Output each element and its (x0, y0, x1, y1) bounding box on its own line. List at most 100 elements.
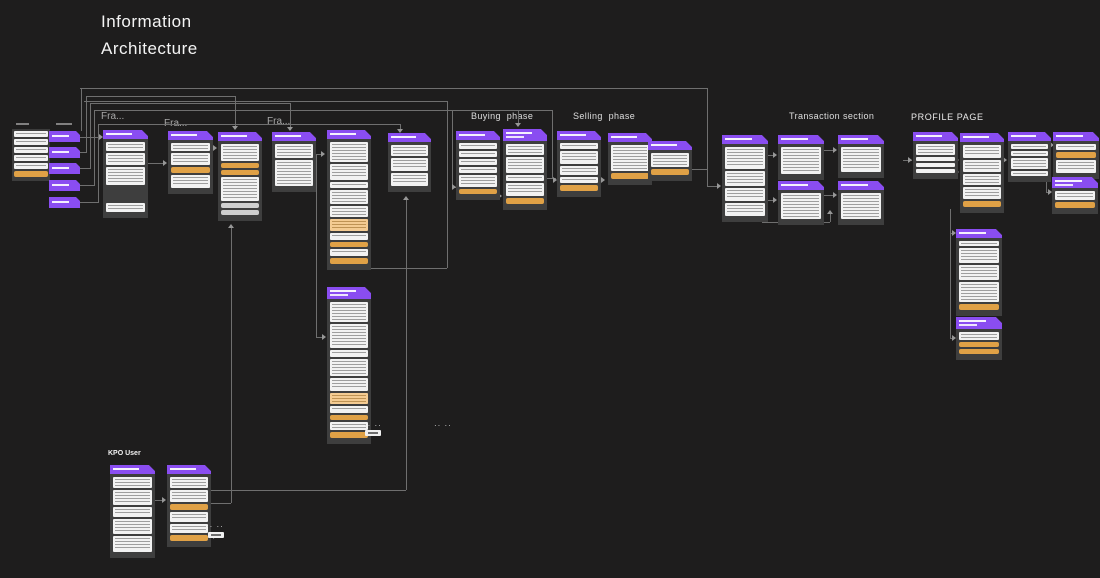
ellipsis-dots: ·· ·· (434, 421, 452, 430)
gray-button[interactable] (221, 210, 259, 215)
orange-button[interactable] (221, 170, 259, 175)
connector-arrow (403, 196, 409, 200)
section-label-kpo-user[interactable]: KPO User (108, 450, 141, 457)
form-row (14, 147, 48, 153)
orange-button[interactable] (330, 415, 368, 420)
flow-card-f4[interactable] (838, 135, 884, 178)
orange-button[interactable] (171, 167, 210, 173)
text-block (963, 145, 1001, 158)
flow-card-e2[interactable] (608, 133, 652, 185)
text-block (113, 536, 152, 552)
flow-card-c4[interactable] (272, 132, 316, 192)
flow-card-h1[interactable] (110, 465, 155, 558)
flow-card-d1[interactable] (456, 131, 500, 200)
flow-card-f3[interactable] (778, 181, 824, 225)
connector-arrow (287, 127, 293, 131)
section-label-selling-phase[interactable]: Selling phase (573, 111, 636, 121)
orange-button[interactable] (170, 535, 208, 541)
flow-card-d2[interactable] (503, 129, 547, 210)
flow-card-g6[interactable] (956, 229, 1002, 316)
text-block (1011, 151, 1048, 156)
folder-card-3[interactable] (49, 163, 80, 174)
text-block (391, 145, 428, 156)
text-block (113, 507, 152, 517)
connector-arrow (553, 177, 557, 183)
text-block (963, 160, 1001, 172)
section-label-buying-phase[interactable]: Buying phase (471, 111, 534, 121)
connector-line (316, 337, 323, 338)
orange-button[interactable] (170, 504, 208, 510)
mini-tag[interactable] (208, 532, 224, 538)
section-label-fra3[interactable]: Fra... (267, 116, 291, 127)
flow-card-c5[interactable] (327, 130, 371, 270)
folder-card-2[interactable] (49, 147, 80, 158)
connector-line (84, 101, 447, 102)
orange-button[interactable] (959, 349, 999, 354)
flow-card-f1[interactable] (722, 135, 768, 222)
orange-button[interactable] (221, 163, 259, 168)
text-block (506, 157, 544, 173)
text-block (459, 143, 497, 149)
orange-button[interactable] (330, 242, 368, 247)
title-line-1: Information (101, 12, 192, 31)
card-header (960, 133, 1004, 142)
diagram-title[interactable]: Information Architecture (101, 8, 198, 62)
flow-card-g1[interactable] (913, 132, 958, 179)
card-header (1053, 132, 1099, 141)
connector-arrow (908, 157, 912, 163)
text-block (781, 147, 821, 174)
flow-card-c2[interactable] (168, 131, 213, 194)
connector-line (447, 101, 448, 268)
text-block (330, 233, 368, 240)
flow-card-g4[interactable] (1053, 132, 1099, 179)
flow-card-c1[interactable] (103, 130, 148, 218)
orange-button[interactable] (14, 171, 48, 177)
connector-arrow (99, 134, 103, 140)
orange-button[interactable] (611, 173, 649, 179)
orange-button[interactable] (459, 189, 497, 194)
gray-button[interactable] (221, 203, 259, 208)
connector-arrow (717, 183, 721, 189)
section-label-fra2[interactable]: Fra... (164, 118, 187, 129)
connector-arrow (773, 152, 777, 158)
orange-button[interactable] (506, 198, 544, 204)
folder-card-1[interactable] (49, 131, 80, 142)
flow-card-e3[interactable] (648, 141, 692, 181)
orange-button[interactable] (959, 342, 999, 347)
spacer (106, 187, 145, 201)
orange-button[interactable] (330, 432, 368, 438)
flow-card-g7[interactable] (956, 317, 1002, 360)
orange-button[interactable] (1056, 152, 1096, 158)
orange-button[interactable] (330, 258, 368, 264)
flow-card-e1[interactable] (557, 131, 601, 197)
flow-card-c6[interactable] (388, 133, 431, 192)
orange-button[interactable] (651, 169, 689, 175)
section-label-transaction-section[interactable]: Transaction section (789, 111, 875, 121)
mini-tag[interactable] (365, 430, 381, 436)
section-label-fra1[interactable]: Fra... (101, 111, 125, 122)
orange-button[interactable] (560, 185, 598, 191)
card-header (1008, 132, 1051, 141)
connector-arrow (833, 147, 837, 153)
folder-card-4[interactable] (49, 180, 80, 191)
text-block (611, 145, 649, 171)
flow-card-g5[interactable] (1052, 177, 1098, 214)
flow-card-c7[interactable] (327, 287, 371, 444)
wireframe-form-card[interactable] (12, 129, 50, 181)
flow-card-f5[interactable] (838, 181, 884, 225)
flow-card-f2[interactable] (778, 135, 824, 180)
connector-arrow (321, 151, 325, 157)
flow-card-g2[interactable] (960, 133, 1004, 213)
flow-card-g3[interactable] (1008, 132, 1051, 182)
connector-arrow (601, 177, 605, 183)
orange-button[interactable] (959, 304, 999, 310)
connector-line (452, 110, 453, 187)
flow-card-c3[interactable] (218, 132, 262, 221)
flow-card-h2[interactable] (167, 465, 211, 547)
text-block (330, 164, 368, 180)
folder-card-5[interactable] (49, 197, 80, 208)
connector-arrow (213, 145, 217, 151)
orange-button[interactable] (963, 201, 1001, 207)
orange-button[interactable] (1055, 202, 1095, 208)
section-label-profile-page[interactable]: PROFILE PAGE (911, 112, 984, 122)
